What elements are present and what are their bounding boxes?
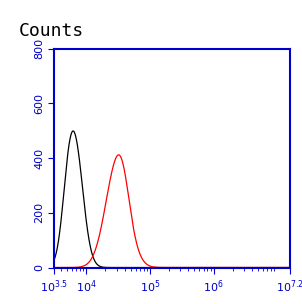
Text: Counts: Counts bbox=[19, 22, 84, 40]
